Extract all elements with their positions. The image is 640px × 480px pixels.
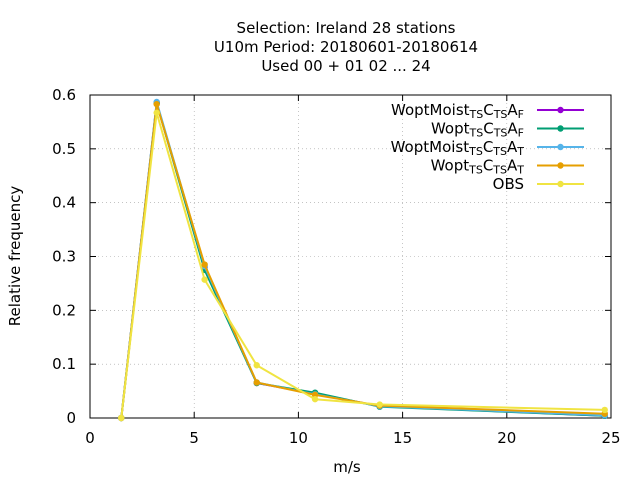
y-tick-label: 0.1 xyxy=(52,355,76,373)
series-line xyxy=(120,101,605,419)
y-tick-label: 0 xyxy=(66,409,76,427)
title-line-2: U10m Period: 20180601-20180614 xyxy=(214,38,478,56)
data-point xyxy=(601,406,608,414)
data-point xyxy=(253,362,260,369)
series-group xyxy=(118,98,608,422)
series-line xyxy=(120,103,605,419)
y-axis-label: Relative frequency xyxy=(6,186,24,327)
legend-entry-3: WoptMoistTSCTSAT xyxy=(391,138,584,158)
legend-entry-5: OBS xyxy=(493,175,584,193)
data-point xyxy=(201,276,208,283)
series-3 xyxy=(118,98,608,422)
legend-marker xyxy=(557,106,564,114)
data-point xyxy=(253,379,260,386)
legend-marker xyxy=(557,125,564,132)
legend-entry-2: WoptTSCTSAF xyxy=(431,120,584,140)
x-axis-label: m/s xyxy=(333,458,361,476)
title-line-1: Selection: Ireland 28 stations xyxy=(237,19,456,37)
legend: WoptMoistTSCTSAFWoptTSCTSAFWoptMoistTSCT… xyxy=(391,101,584,193)
title-line-3: Used 00 + 01 02 ... 24 xyxy=(261,57,430,75)
data-point xyxy=(201,261,208,268)
legend-label: OBS xyxy=(493,175,524,193)
series-line xyxy=(120,102,605,419)
series-1 xyxy=(118,99,608,422)
y-tick-label: 0.4 xyxy=(52,194,76,212)
y-tick-label: 0.6 xyxy=(52,86,76,104)
x-tick-label: 5 xyxy=(189,429,199,447)
legend-label: WoptTSCTSAT xyxy=(431,157,525,177)
x-tick-label: 15 xyxy=(393,429,412,447)
legend-entry-4: WoptTSCTSAT xyxy=(431,157,584,177)
y-tick-label: 0.2 xyxy=(52,301,76,319)
x-tick-label: 0 xyxy=(85,429,95,447)
legend-label: WoptMoistTSCTSAT xyxy=(391,138,525,158)
chart-title: Selection: Ireland 28 stations U10m Peri… xyxy=(214,19,478,75)
data-point xyxy=(376,401,383,408)
series-2 xyxy=(118,99,608,422)
legend-marker xyxy=(557,162,564,169)
data-point xyxy=(118,414,125,422)
data-point xyxy=(153,100,160,108)
series-line xyxy=(120,111,605,419)
x-tick-label: 20 xyxy=(497,429,516,447)
x-tick-label: 25 xyxy=(601,429,620,447)
series-line xyxy=(120,102,605,419)
legend-entry-1: WoptMoistTSCTSAF xyxy=(391,101,584,121)
x-tick-label: 10 xyxy=(289,429,308,447)
data-point xyxy=(153,109,160,116)
legend-label: WoptMoistTSCTSAF xyxy=(391,101,524,121)
data-point xyxy=(311,395,319,403)
legend-marker xyxy=(557,180,564,188)
series-5 xyxy=(118,109,608,422)
grid xyxy=(90,95,611,418)
y-tick-label: 0.3 xyxy=(52,248,76,266)
legend-label: WoptTSCTSAF xyxy=(431,120,524,140)
axis-ticks: 0 5 10 15 20 25 0 0.1 0.2 0.3 0.4 0.5 0.6 xyxy=(52,86,620,447)
y-tick-label: 0.5 xyxy=(52,140,76,158)
legend-marker xyxy=(557,143,564,151)
